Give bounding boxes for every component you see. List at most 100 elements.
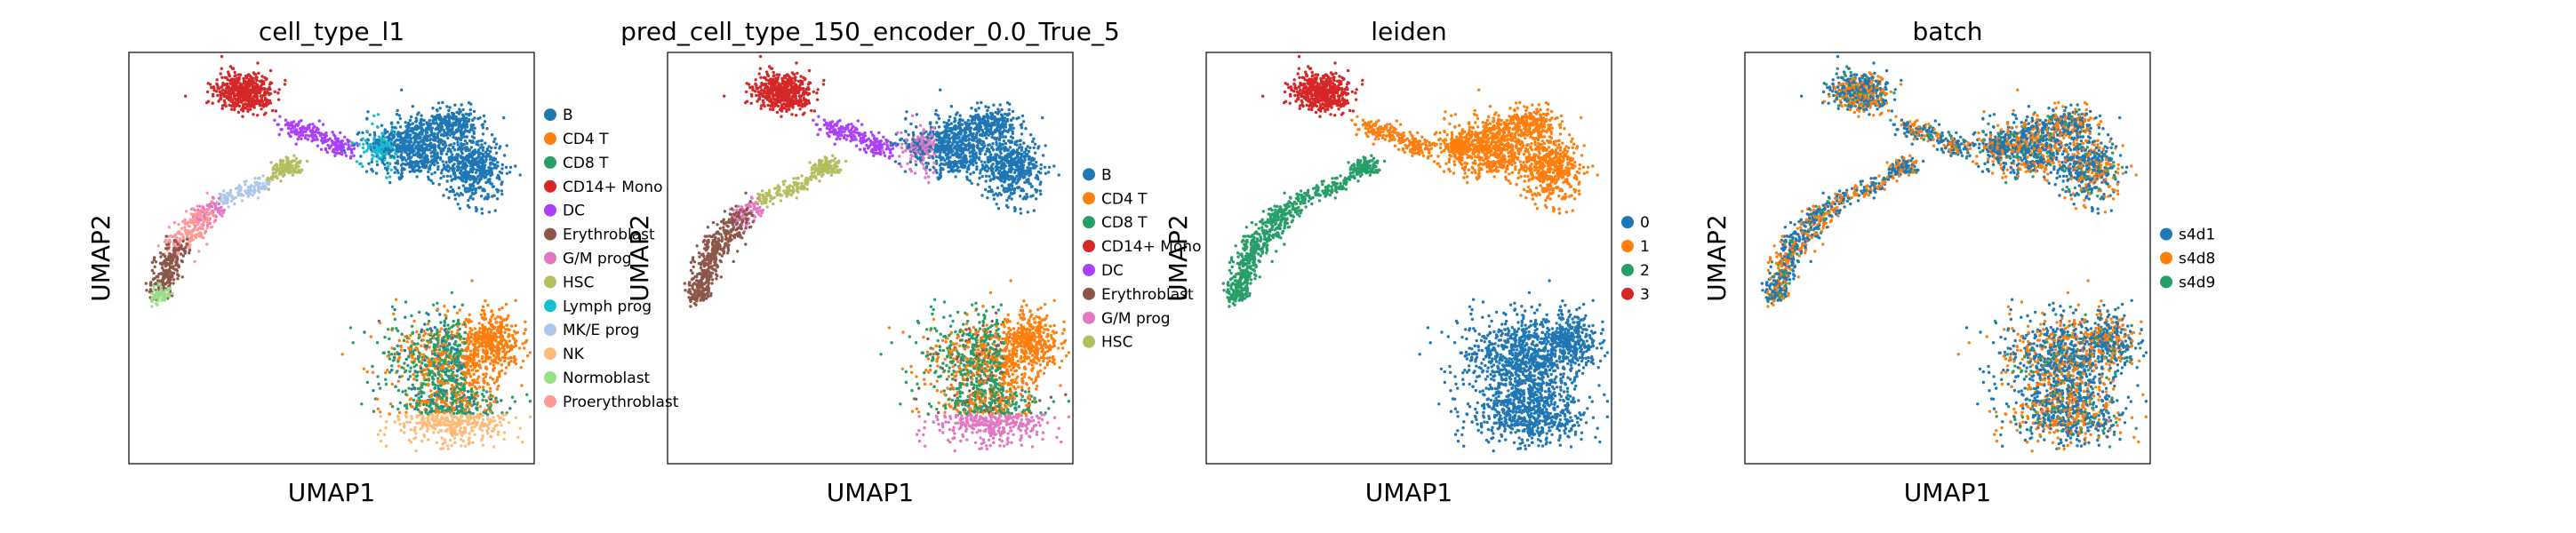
data-point [420,418,424,422]
data-point [192,216,196,220]
data-point [251,97,254,101]
data-point [420,114,423,117]
data-point [252,190,256,194]
data-point [196,208,200,211]
data-point [238,85,242,89]
data-point [289,164,293,168]
data-point [365,130,369,133]
data-point [271,108,275,113]
data-point [450,290,454,295]
data-point [432,362,436,365]
data-point [403,431,406,434]
data-point [403,348,407,353]
data-point [427,357,431,361]
data-point [468,313,471,316]
data-point [256,61,260,65]
data-point [219,72,222,76]
data-point [266,87,269,91]
data-point [286,126,291,131]
data-point [436,370,440,375]
data-point [513,354,516,359]
data-point [215,90,219,93]
data-point [481,148,484,152]
data-point [412,361,415,365]
data-point [427,148,431,152]
data-point [444,161,448,164]
data-point [383,128,387,131]
data-point [446,381,450,385]
data-point [437,394,441,398]
data-point [335,151,339,155]
data-point [458,423,462,426]
data-point [464,381,468,385]
data-point [269,161,273,164]
data-point [232,94,236,98]
data-point [524,320,527,323]
data-point [484,338,489,341]
data-point [412,319,416,323]
data-point [489,410,492,414]
data-point [407,355,411,359]
data-point [437,410,441,414]
data-point [391,359,396,362]
data-point [467,101,471,105]
data-point [180,275,184,279]
data-point [374,171,379,175]
data-point [388,180,392,185]
data-point [403,425,406,429]
data-point [289,171,292,174]
data-point [385,176,388,179]
data-point [196,204,199,208]
data-point [161,272,164,276]
data-point [396,388,401,393]
data-point [268,87,272,91]
data-point [279,172,283,176]
data-point [490,336,494,339]
data-point [406,121,411,125]
data-point [347,143,350,147]
data-point [396,143,400,147]
data-point [492,344,496,348]
data-point [361,137,364,140]
data-point [468,318,471,322]
data-point [172,239,176,243]
data-point [444,429,447,433]
data-point [247,193,251,196]
data-point [430,115,434,118]
data-point [464,123,468,126]
data-point [393,125,396,130]
data-point [401,145,404,148]
data-point [485,349,489,353]
data-point [396,352,400,356]
data-point [422,433,426,437]
data-point [226,84,229,88]
data-point [496,430,500,434]
data-point [481,146,485,149]
data-point [494,352,499,355]
data-point [501,350,506,354]
data-point [405,124,410,128]
data-point [455,370,460,373]
data-point [486,418,490,421]
data-point [396,415,400,419]
data-point [422,142,427,147]
data-point [376,433,380,436]
data-point [246,99,250,104]
data-point [443,117,446,121]
data-point [419,118,423,122]
data-point [406,378,411,381]
data-point [490,133,494,137]
data-point [186,243,189,246]
data-point [428,327,433,330]
data-point [444,393,449,396]
data-point [418,399,421,402]
data-point [490,341,494,345]
data-point [477,322,481,325]
data-point [152,271,156,275]
data-point [203,210,207,213]
data-point [205,90,210,94]
data-point [176,243,180,246]
data-point [471,411,475,416]
data-point [460,406,465,410]
panel-1: pred_cell_type_150_encoder_0.0_True_5UMA… [620,17,1201,507]
